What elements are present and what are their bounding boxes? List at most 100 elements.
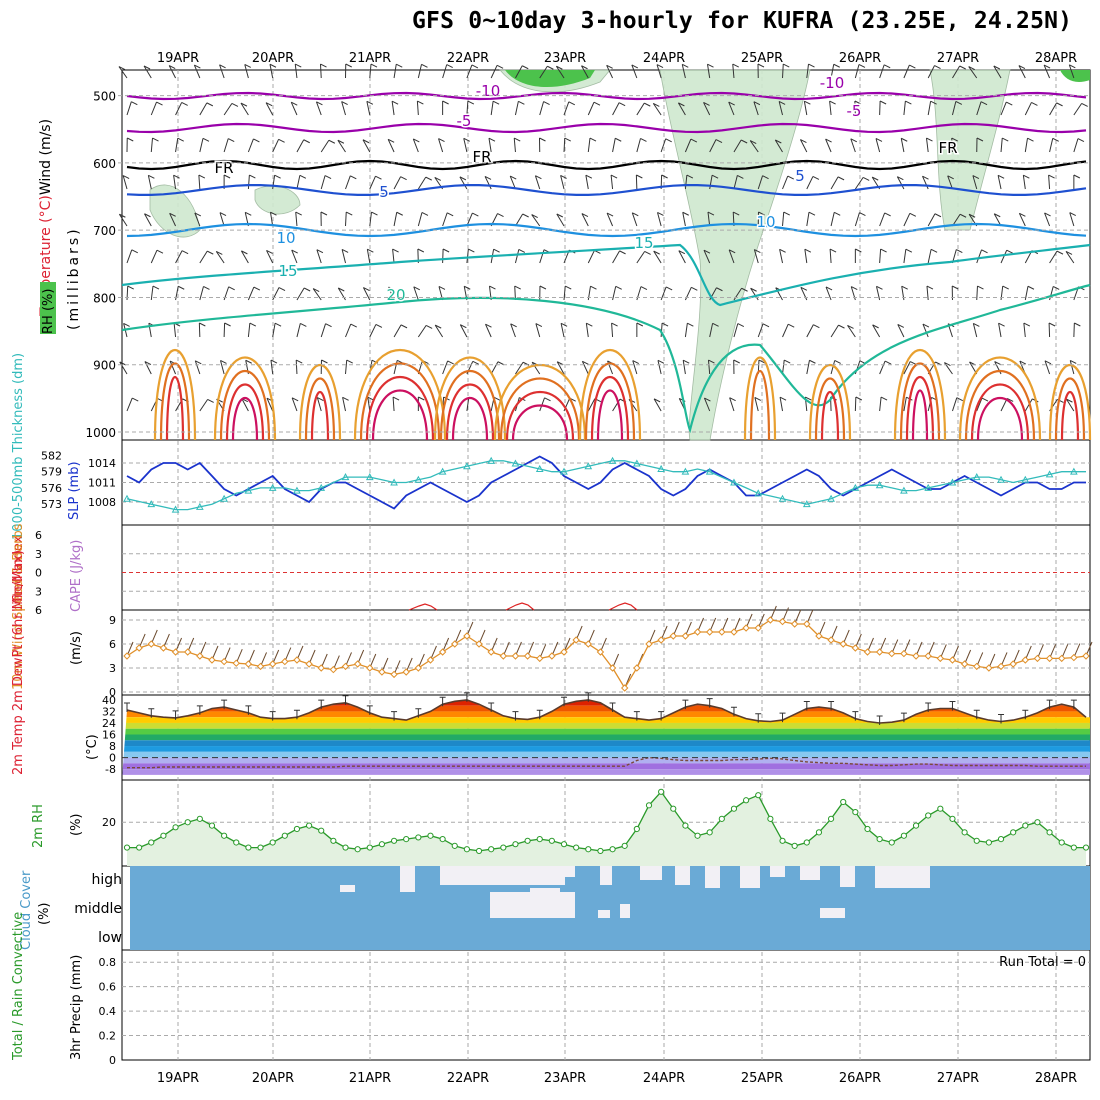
wind-barb-flag (859, 212, 866, 217)
wind-barb-flag (897, 323, 904, 328)
date-label-top: 22APR (447, 51, 489, 66)
wind-barb (733, 175, 738, 190)
wind-barb (728, 101, 735, 116)
temp-minmax-bar (730, 706, 737, 717)
wind-barb-flag (1048, 322, 1056, 327)
wind-barb (606, 65, 614, 79)
wind-barb (581, 213, 589, 227)
wind-barb-flag (194, 64, 201, 69)
wind-barb (369, 64, 372, 79)
wind-barb (442, 64, 448, 79)
wind-barb-flag (656, 64, 664, 69)
wind-barb-flag (467, 100, 475, 105)
rh2m-marker (585, 846, 592, 853)
wind-barb-flag (711, 174, 719, 179)
wind-barb-flag (1002, 137, 1009, 142)
wind-barb-flag (249, 174, 256, 179)
wind-barb (219, 212, 225, 227)
wind10m-marker (256, 662, 265, 671)
wind-barb (778, 101, 784, 116)
wind-barb-flag (118, 66, 126, 70)
wind-barb-flag (956, 249, 963, 253)
isotherm-warm (970, 383, 1030, 441)
thickness-marker (1070, 467, 1078, 475)
rh2m-marker (330, 837, 337, 844)
isotherm-15 (121, 243, 1091, 307)
wind-barb-flag (400, 176, 407, 181)
wind-barb (587, 250, 595, 264)
rh2m-marker (633, 825, 640, 833)
cloud-gap (400, 866, 415, 892)
wind-barb (531, 214, 541, 227)
wind-barb-flag (303, 287, 311, 292)
wind-barb-flag (762, 175, 769, 180)
wind-barb-flag (317, 397, 324, 401)
wind-barb-flag (653, 102, 660, 107)
wind-barb-flag (143, 65, 151, 70)
wind-barb (345, 175, 351, 190)
wind-barb-flag (1044, 360, 1052, 365)
wind-barb-flag (245, 211, 252, 216)
wind10m-marker (499, 652, 508, 660)
wind-barb-flag (968, 66, 975, 70)
wind-barb-flag (1027, 137, 1034, 142)
wind-barb (147, 175, 152, 190)
wind-barb-flag (417, 248, 425, 253)
wind-barb-flag (661, 322, 669, 327)
wind-barb (976, 285, 978, 301)
wind-barb-flag (590, 285, 597, 290)
wind-barb (442, 212, 448, 227)
rh2m-marker (196, 815, 203, 822)
wind-barb-flag (589, 137, 597, 142)
wind-barb-flag (858, 64, 866, 68)
temp-minmax-bar (658, 711, 665, 721)
wind-barb (830, 176, 839, 190)
isotherm-warm (499, 377, 581, 441)
wind-barb-flag (396, 211, 403, 216)
wind-barb-flag (778, 100, 786, 105)
cloud-gap (705, 866, 720, 888)
wind-barb (393, 176, 402, 190)
wind10m-marker (487, 648, 495, 656)
wind-barb (976, 249, 983, 264)
wind-barb-flag (509, 175, 517, 180)
thickness-marker (997, 475, 1005, 483)
wind-barb (1024, 102, 1032, 116)
wind-barb-flag (787, 175, 794, 180)
wind10m-marker (608, 664, 617, 672)
temp-tick-label: 0 (109, 752, 116, 765)
wind-barb-flag (800, 139, 807, 143)
wind-barb (366, 249, 371, 264)
wind-barb-flag (278, 138, 285, 143)
temp-tick-label: 16 (102, 729, 116, 742)
temp-band (122, 740, 1090, 747)
wind-barb-flag (539, 137, 546, 142)
wind-barb (466, 64, 473, 79)
wind-barb-flag (715, 139, 723, 143)
wind-barb-flag (341, 101, 348, 105)
wind-barb (636, 102, 645, 116)
wind-barb (345, 211, 347, 227)
wind-barb-flag (119, 361, 127, 366)
thickness-marker (802, 500, 811, 508)
temp-minmax-bar (561, 696, 568, 707)
wind10m-marker (584, 640, 592, 648)
wind-barb (1024, 398, 1033, 412)
temp-tick-label: 40 (102, 694, 116, 707)
temp-minmax-bar (269, 711, 276, 721)
wind-barb-flag (729, 397, 736, 402)
wind-barb-flag (754, 396, 762, 401)
wind-barb-flag (631, 64, 639, 69)
wind-barb (1000, 138, 1003, 153)
wind-barb (514, 101, 519, 116)
temp-minmax-bar (221, 699, 228, 710)
temp-tick-label: 8 (109, 740, 116, 753)
wind-barb-flag (181, 101, 188, 106)
wind-barb (660, 322, 663, 338)
wind-barb-flag (901, 137, 908, 142)
wind-barb-flag (510, 323, 517, 328)
wind-barb (684, 323, 688, 338)
isotherm-warm (153, 349, 197, 441)
wind-barb (903, 249, 907, 264)
wind-barb (879, 64, 885, 79)
